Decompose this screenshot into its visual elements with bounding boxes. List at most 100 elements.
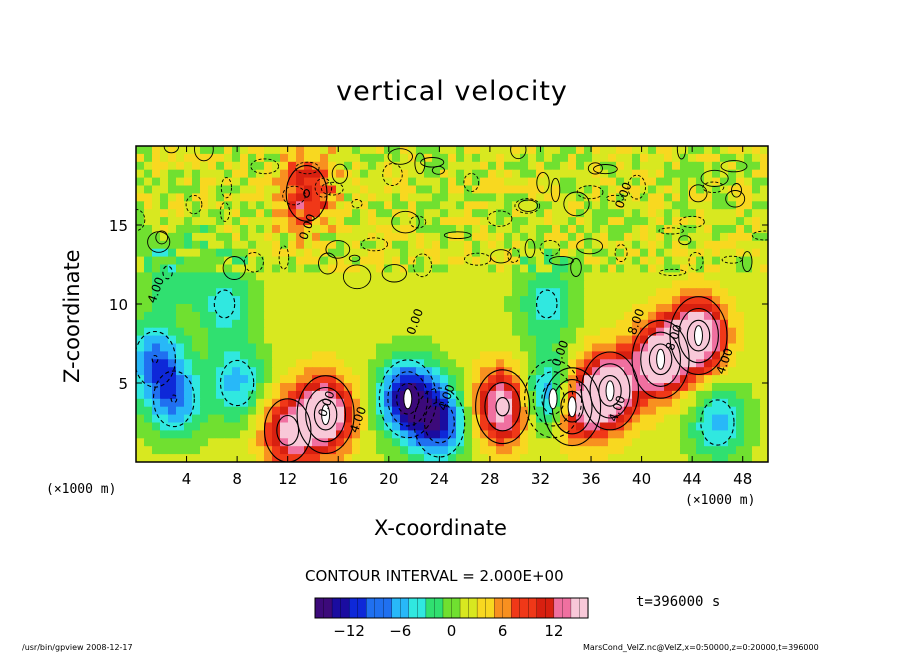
heat-cell [208,311,217,321]
x-axis: 4 8 12 16 20 24 28 32 36 40 44 48 [182,146,752,488]
heat-cell [648,209,657,218]
heat-cell [160,327,169,337]
heat-cell [560,343,569,352]
heat-cell [208,446,217,455]
heat-cell [256,311,265,321]
heat-cell [208,240,217,250]
heat-cell [504,161,513,171]
heat-cell [688,169,697,179]
heat-cell [560,351,569,360]
heat-cell [344,193,353,202]
heat-cell [168,390,177,400]
heat-cell [200,375,209,384]
heat-cell [744,367,753,376]
colorbar-swatch [408,597,418,619]
heat-cell [648,177,657,187]
contour-line [378,359,437,439]
heat-cell [608,146,617,155]
heat-cell [408,446,417,455]
heat-cell [688,193,697,202]
heat-cell [576,272,585,281]
heat-cell [584,335,593,345]
heat-cell [656,406,665,416]
heat-cell [536,256,545,266]
contour-line [686,319,711,352]
heat-cell [136,153,145,163]
heat-cell [656,383,665,392]
heat-cell [456,311,465,321]
contour-line [751,230,768,241]
heat-cell [168,161,177,171]
heat-cell [272,311,281,321]
heat-cell [448,446,457,455]
heat-cell [456,161,465,171]
heat-cell [488,272,497,281]
heat-cell [560,217,569,226]
heat-cell [632,304,641,313]
heat-cell [576,414,585,424]
colorbar-swatch [476,597,487,619]
heat-cell [728,201,737,210]
heat-cell [624,177,633,187]
heat-cell [464,359,473,368]
heat-cell [376,398,385,408]
heat-cell [240,217,249,226]
heat-cell [400,146,409,155]
heat-cell [176,319,185,329]
heat-cell [480,383,489,392]
contour-line [678,307,719,364]
heat-cell [544,319,553,329]
heat-cell [296,201,305,210]
heat-cell [304,146,313,155]
heat-cell [184,161,193,171]
heat-cell [632,422,641,431]
heat-cell [168,193,177,202]
heat-cell [192,232,201,242]
heat-cell [160,193,169,202]
heat-cell [184,209,193,218]
heat-cell [520,367,529,376]
heat-cell [536,248,545,258]
heat-cell [448,288,457,297]
heat-cell [704,351,713,360]
heat-cell [400,422,409,431]
heat-cell [736,375,745,384]
heat-cell [456,390,465,400]
heat-cell [608,319,617,329]
heat-cell [568,446,577,455]
heat-cell [528,146,537,155]
heat-cell [680,177,689,187]
heat-cell [760,185,768,194]
heat-cell [312,296,321,305]
heat-cell [352,248,361,258]
heat-cell [648,375,657,384]
heat-cell [512,335,521,345]
heat-cell [680,319,689,329]
heat-cell [416,280,425,289]
heat-cell [656,319,665,329]
heat-cell [600,272,609,281]
heat-cell [752,375,761,384]
heat-cell [248,240,257,250]
heat-cell [232,422,241,431]
heat-cell [416,153,425,163]
heat-cell [232,311,241,321]
heat-cell [344,288,353,297]
heat-cell [568,232,577,242]
contour-line [420,157,445,168]
heat-cell [304,272,313,281]
heat-cell [296,225,305,234]
heat-cell [520,390,529,400]
heat-cell [216,256,225,266]
heat-cell [760,430,768,439]
heat-cell [136,430,145,439]
heat-cell [712,351,721,360]
heat-cell [640,446,649,455]
contour-line [387,148,413,165]
heat-cell [528,398,537,408]
heat-cell [504,304,513,313]
heat-cell [496,390,505,400]
colorbar-swatch [528,597,538,619]
heat-cell [240,280,249,289]
heat-cell [392,256,401,266]
